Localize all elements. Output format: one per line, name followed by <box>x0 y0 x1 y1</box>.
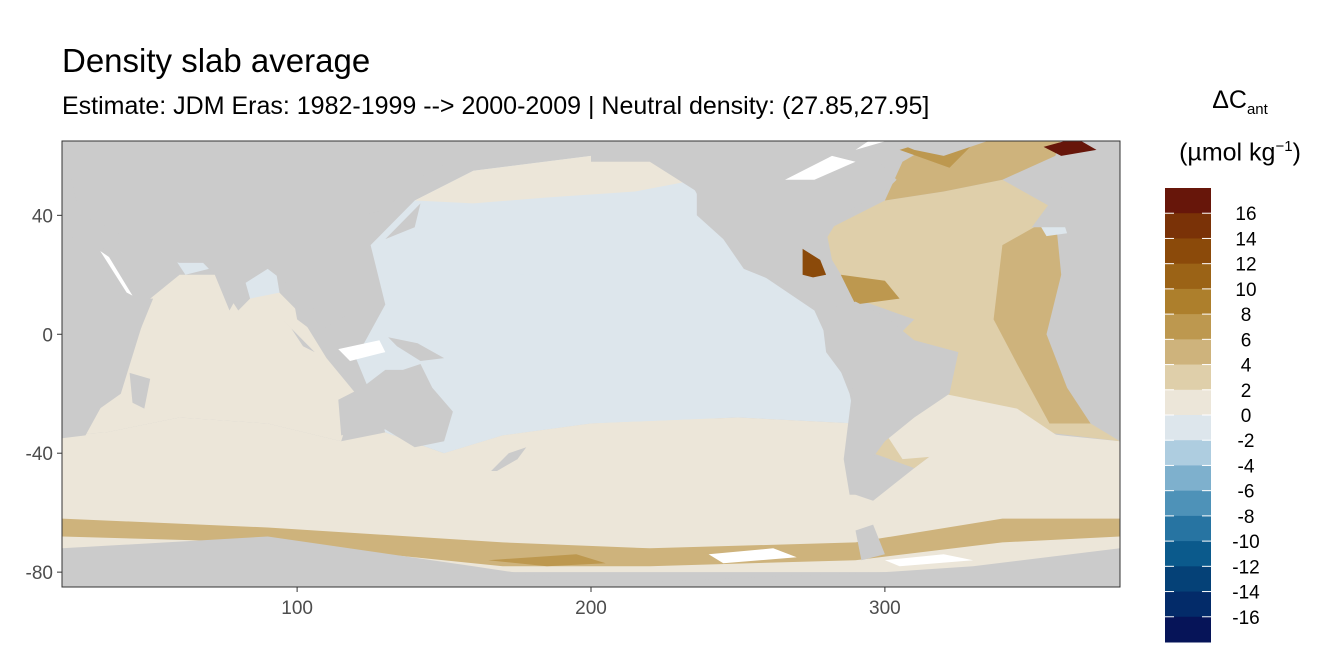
colorbar-bin <box>1165 263 1211 290</box>
pacific-region <box>355 155 856 454</box>
colorbar-tick-label: 14 <box>1235 229 1257 250</box>
colorbar-tick-label: 2 <box>1241 381 1252 402</box>
caribbean-patch <box>840 274 900 305</box>
colorbar-tick-label: -8 <box>1238 507 1255 528</box>
colorbar-tick-label: 0 <box>1241 406 1252 427</box>
borneo-land <box>323 313 353 347</box>
colorbar-bin <box>1165 566 1211 593</box>
colorbar-bin <box>1165 541 1211 567</box>
colorbar-bin <box>1165 490 1211 517</box>
nordic-seas-patch <box>1043 141 1097 156</box>
subtropical-pacific <box>429 233 738 275</box>
colorbar-tick-label: 4 <box>1241 356 1252 377</box>
x-tick-label: 300 <box>869 598 901 619</box>
colorbar-bin <box>1165 364 1211 391</box>
colorbar-bin <box>1165 415 1211 441</box>
colorbar-tick-label: 10 <box>1235 280 1256 301</box>
colorbar-tick-label: 8 <box>1241 305 1252 326</box>
east-atlantic-tongue <box>993 215 1091 424</box>
y-tick-label: -80 <box>26 563 53 584</box>
north-america-land <box>591 141 897 311</box>
antarctic-shelf-band <box>62 518 1120 567</box>
colorbar-unit-exponent: −1 <box>1275 138 1293 155</box>
red-sea-no-data <box>100 251 133 296</box>
south-america-land <box>820 301 959 495</box>
colorbar-tick-label: -14 <box>1232 583 1260 604</box>
colorbar-tick-label: -12 <box>1232 557 1259 578</box>
colorbar-tick-label: -2 <box>1238 431 1255 452</box>
ross-sea-patch <box>488 554 606 567</box>
colorbar-tick-label: 12 <box>1235 255 1256 276</box>
colorbar-symbol: ΔC <box>1212 86 1247 114</box>
chart-subtitle: Estimate: JDM Eras: 1982-1999 --> 2000-2… <box>62 92 930 120</box>
japan-land <box>385 203 421 240</box>
y-tick-label: -40 <box>26 444 53 465</box>
eurasia-land <box>62 141 518 329</box>
colorbar-unit-prefix: (µmol kg <box>1179 138 1276 167</box>
colorbar-title-unit: (µmol kg−1) <box>1160 138 1320 167</box>
colorbar-bin <box>1165 238 1211 265</box>
colorbar-bin <box>1165 515 1211 542</box>
y-tick-label: 0 <box>42 325 53 346</box>
north-pacific-band <box>414 155 697 204</box>
colorbar-symbol-subscript: ant <box>1246 101 1268 118</box>
colorbar-unit-suffix: ) <box>1292 138 1301 167</box>
sumatra-land <box>282 319 315 353</box>
colorbar-bin <box>1165 188 1211 214</box>
south-pacific-band <box>444 417 856 471</box>
colorbar-tick-label: 16 <box>1235 204 1256 225</box>
west-antarctic-peninsula-land <box>855 524 885 561</box>
new-zealand-land <box>491 447 527 471</box>
colorbar-tick-label: 6 <box>1241 330 1252 351</box>
new-guinea-land <box>388 337 445 361</box>
africa-land <box>62 234 154 439</box>
madagascar-land <box>129 372 151 409</box>
europe-land <box>1031 141 1120 228</box>
antarctica-land <box>62 536 1120 587</box>
ocean-field <box>62 141 1120 587</box>
colorbar-title-symbol: ΔCant <box>1160 86 1320 118</box>
baffin-bay-no-data <box>855 141 887 150</box>
chart-title: Density slab average <box>62 42 371 79</box>
colorbar-bin <box>1165 440 1211 466</box>
x-tick-label: 100 <box>281 598 313 619</box>
weddell-no-data-no-data <box>884 554 974 567</box>
greenland-land <box>892 141 988 156</box>
colorbar-tick-label: -6 <box>1238 482 1255 503</box>
colorbar-bin <box>1165 213 1211 239</box>
australia-land <box>338 364 453 448</box>
indonesian-seas-no-data <box>338 340 386 361</box>
hudson-bay-no-data <box>785 155 856 180</box>
colorbar-tick-label: -4 <box>1238 456 1255 477</box>
colorbar-bin <box>1165 389 1211 416</box>
x-tick-label: 200 <box>575 598 607 619</box>
colorbar-bin <box>1165 314 1211 340</box>
y-tick-label: 40 <box>32 206 53 227</box>
colorbar-bin <box>1165 465 1211 492</box>
colorbar-tick-label: -10 <box>1232 532 1259 553</box>
colorbar-bin <box>1165 591 1211 618</box>
colorbar-bin <box>1165 616 1211 643</box>
colorbar-tick-label: -16 <box>1232 608 1259 629</box>
colorbar-bin <box>1165 288 1211 315</box>
colorbar-bin <box>1165 339 1211 366</box>
amundsen-no-data-no-data <box>708 548 797 564</box>
